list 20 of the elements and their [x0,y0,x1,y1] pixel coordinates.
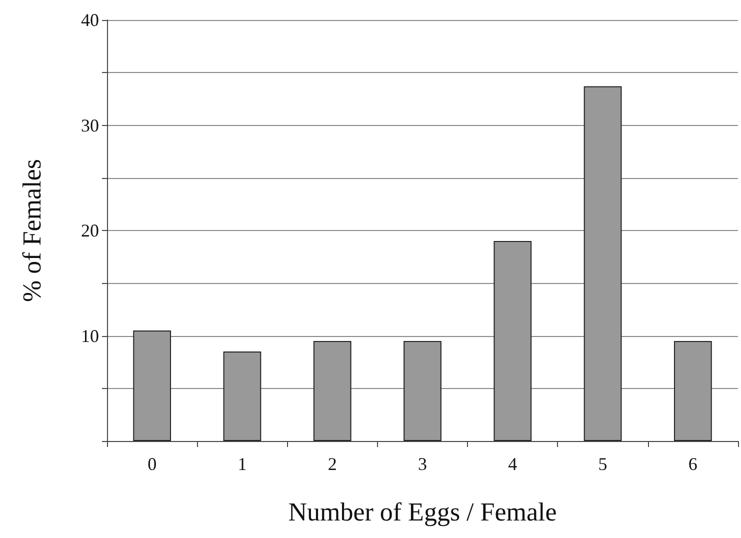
bar [404,341,442,441]
y-tick-label: 10 [81,326,99,346]
x-tick-label: 6 [688,454,698,474]
y-tick-label: 20 [81,220,99,240]
x-tick-label: 3 [418,454,427,474]
y-tick-label: 40 [81,10,99,30]
bar [674,341,712,441]
x-tick-label: 4 [508,454,518,474]
bar [584,86,622,441]
x-tick-label: 0 [148,454,157,474]
x-tick-label: 5 [598,454,608,474]
x-tick-label: 2 [328,454,337,474]
bar [223,352,262,441]
y-tick-label: 30 [81,115,99,136]
x-axis-title: Number of Eggs / Female [288,498,557,526]
bar [133,330,171,441]
x-tick-label: 1 [238,454,247,474]
bar [313,341,352,441]
bar [494,241,532,441]
y-axis-title: % of Females [18,159,46,302]
